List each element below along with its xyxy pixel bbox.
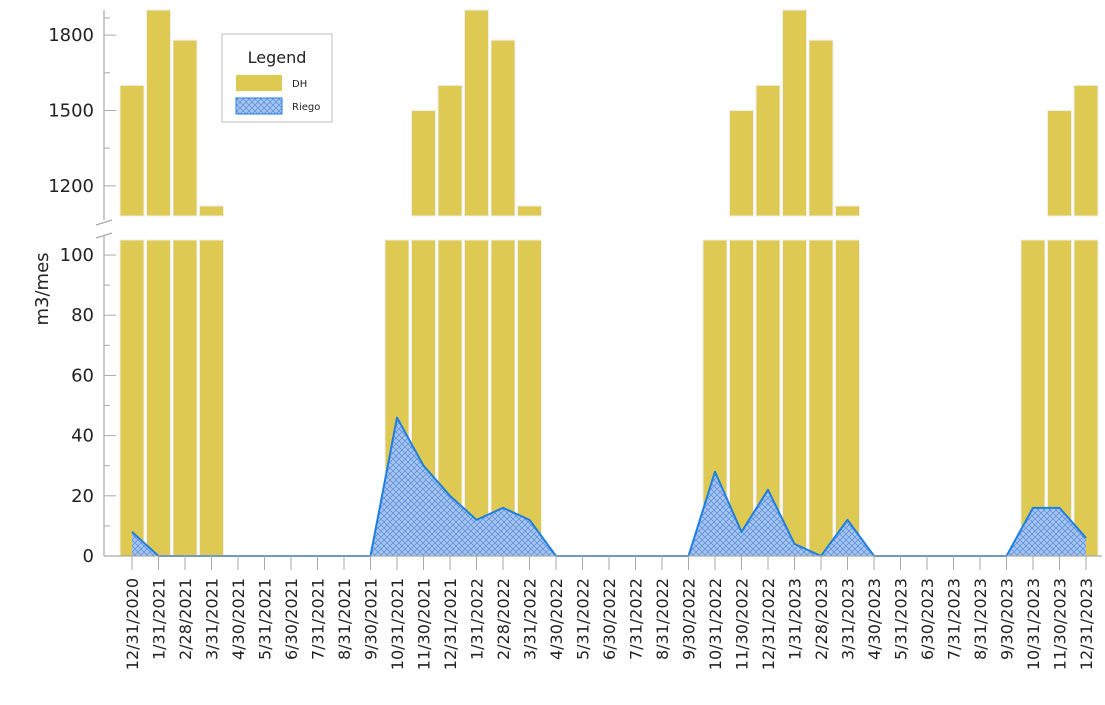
bar-dh-upper xyxy=(1047,109,1072,217)
x-tick-label: 1/31/2023 xyxy=(786,578,805,660)
x-tick-label: 7/31/2021 xyxy=(309,578,328,660)
x-tick-label: 6/30/2023 xyxy=(918,578,937,660)
bar-dh-lower xyxy=(172,239,198,557)
bar-dh-upper xyxy=(437,84,463,217)
y-tick-label: 0 xyxy=(83,546,94,567)
x-tick-label: 9/30/2023 xyxy=(998,578,1017,660)
x-tick-label: 4/30/2023 xyxy=(865,578,884,660)
bar-dh-upper xyxy=(490,39,516,217)
y-tick-label: 40 xyxy=(71,426,94,447)
x-tick-label: 1/31/2021 xyxy=(150,578,169,660)
x-tick-label: 10/31/2023 xyxy=(1024,578,1043,670)
y-tick-label: 100 xyxy=(60,245,94,266)
x-tick-label: 9/30/2021 xyxy=(362,578,381,660)
x-tick-label: 8/31/2023 xyxy=(971,578,990,660)
y-tick-label: 20 xyxy=(71,486,94,507)
x-tick-label: 6/30/2021 xyxy=(282,578,301,660)
bar-dh-lower xyxy=(464,239,489,557)
axis-break-mark xyxy=(95,232,113,239)
bar-dh-upper xyxy=(146,9,171,217)
y-tick-label: 1200 xyxy=(48,176,94,197)
x-tick-label: 10/31/2021 xyxy=(388,578,407,670)
bar-dh-upper xyxy=(411,109,436,217)
legend-label-dh: DH xyxy=(292,79,307,90)
x-tick-label: 3/31/2021 xyxy=(203,578,222,660)
x-tick-label: 2/28/2021 xyxy=(176,578,195,660)
y-axis-title: m3/mes xyxy=(32,252,53,325)
x-tick-label: 12/31/2022 xyxy=(759,578,778,670)
bar-dh-upper xyxy=(835,205,860,217)
x-tick-label: 5/31/2023 xyxy=(892,578,911,660)
x-tick-label: 11/30/2023 xyxy=(1051,578,1070,670)
x-tick-label: 4/30/2021 xyxy=(229,578,248,660)
bar-dh-upper xyxy=(517,205,542,217)
x-tick-label: 3/31/2023 xyxy=(839,578,858,660)
y-tick-label: 1500 xyxy=(48,100,94,121)
bar-dh-upper xyxy=(1073,84,1099,217)
line-riego xyxy=(131,416,1087,557)
axes: 0 20 40 60 80 100 1200 1500 1800 12/31/2020 1/31/2… xyxy=(48,10,1102,670)
bar-dh-upper xyxy=(729,109,754,217)
bar-dh-lower xyxy=(782,239,807,557)
x-tick-label: 5/31/2022 xyxy=(574,578,593,660)
x-tick-label: 8/31/2021 xyxy=(335,578,354,660)
x-tick-label: 7/31/2022 xyxy=(627,578,646,660)
bar-dh-lower xyxy=(808,239,834,557)
bar-dh-upper xyxy=(172,39,198,217)
bar-dh-lower xyxy=(199,239,224,557)
x-tick-label: 6/30/2022 xyxy=(600,578,619,660)
legend-swatch-riego xyxy=(235,97,283,115)
x-tick-label: 2/28/2023 xyxy=(812,578,831,660)
bar-dh-lower xyxy=(490,239,516,557)
x-tick-label: 4/30/2022 xyxy=(547,578,566,660)
x-tick-label: 12/31/2020 xyxy=(123,578,142,670)
x-tick-label: 12/31/2021 xyxy=(441,578,460,670)
legend-swatch-dh xyxy=(236,75,282,91)
bar-series-dh xyxy=(119,9,1099,557)
y-tick-label: 1800 xyxy=(48,25,94,46)
x-tick-label: 10/31/2022 xyxy=(706,578,725,670)
bar-dh-lower xyxy=(1047,239,1072,557)
x-tick-label: 12/31/2023 xyxy=(1077,578,1096,670)
bar-dh-upper xyxy=(119,84,145,217)
x-tick-label: 8/31/2022 xyxy=(653,578,672,660)
x-tick-label: 1/31/2022 xyxy=(468,578,487,660)
y-tick-label: 60 xyxy=(71,365,94,386)
bar-dh-upper xyxy=(199,205,224,217)
x-tick-label: 5/31/2021 xyxy=(256,578,275,660)
bar-dh-lower xyxy=(835,239,860,557)
area-series-riego xyxy=(131,416,1087,557)
bar-dh-upper xyxy=(464,9,489,217)
y-tick-label: 80 xyxy=(71,305,94,326)
x-tick-label: 9/30/2022 xyxy=(680,578,699,660)
bar-dh-lower xyxy=(146,239,171,557)
bar-dh-upper xyxy=(782,9,807,217)
axis-break-mark xyxy=(95,219,113,226)
x-tick-label: 3/31/2022 xyxy=(521,578,540,660)
bar-dh-lower xyxy=(517,239,542,557)
bar-dh-lower xyxy=(119,239,145,557)
legend-title: Legend xyxy=(248,48,307,67)
area-riego-fill xyxy=(132,417,1086,556)
bar-dh-lower xyxy=(1073,239,1099,557)
x-tick-label: 11/30/2022 xyxy=(733,578,752,670)
bar-dh-upper xyxy=(755,84,781,217)
x-tick-label: 7/31/2023 xyxy=(945,578,964,660)
legend-label-riego: Riego xyxy=(292,102,320,113)
bar-dh-lower xyxy=(1020,239,1046,557)
legend: Legend DH Riego xyxy=(221,33,333,123)
x-tick-label: 11/30/2021 xyxy=(415,578,434,670)
x-tick-label: 2/28/2022 xyxy=(494,578,513,660)
bar-dh-lower xyxy=(729,239,754,557)
bar-dh-upper xyxy=(808,39,834,217)
